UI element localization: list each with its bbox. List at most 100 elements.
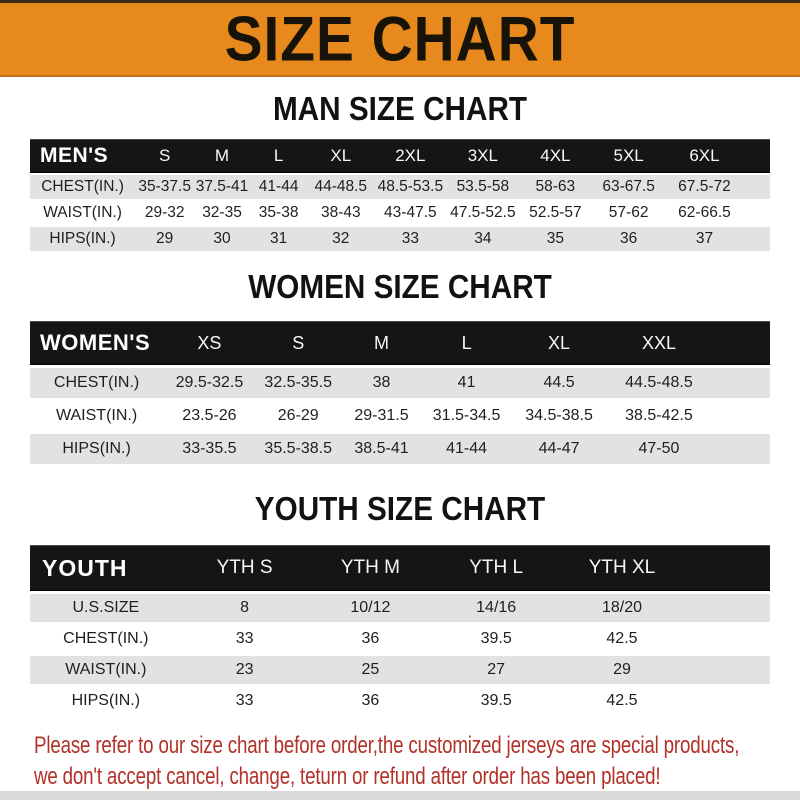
table-cell: 32 [307,227,375,251]
cell-filler [684,656,770,684]
table-cell: 42.5 [559,687,685,715]
women-size-table: WOMEN'S XS S M L XL XXL CHEST(IN.) 29.5-… [30,318,770,467]
table-cell: 41 [422,368,511,398]
column-header: YTH M [307,545,434,591]
row-label: WAIST(IN.) [30,401,164,431]
column-header: L [422,321,511,365]
table-cell: 29 [559,656,685,684]
table-cell: 30 [194,227,250,251]
table-cell: 44.5 [510,368,608,398]
table-cell: 38.5-41 [340,434,423,464]
table-cell: 35-38 [249,201,308,225]
table-cell: 33 [181,687,308,715]
column-header: 4XL [519,139,592,173]
table-cell: 10/12 [307,594,434,622]
table-cell: 62-66.5 [665,201,744,225]
cell-filler [743,201,770,225]
column-header: XL [307,139,375,173]
table-cell: 42.5 [559,625,685,653]
header-filler [710,321,770,365]
table-cell: 38.5-42.5 [607,401,711,431]
women-corner-label: WOMEN'S [30,321,164,365]
size-chart-banner: SIZE CHART [0,0,800,77]
table-row: U.S.SIZE 8 10/12 14/16 18/20 [30,594,770,622]
table-cell: 38-43 [307,201,375,225]
table-cell: 53.5-58 [446,175,520,199]
table-cell: 36 [591,227,666,251]
row-label: WAIST(IN.) [30,656,182,684]
table-row: CHEST(IN.) 29.5-32.5 32.5-35.5 38 41 44.… [30,368,770,398]
row-label: HIPS(IN.) [30,687,182,715]
table-cell: 33-35.5 [163,434,256,464]
table-cell: 41-44 [249,175,308,199]
table-cell: 33 [181,625,308,653]
column-header: S [255,321,341,365]
table-row: WAIST(IN.) 29-32 32-35 35-38 38-43 43-47… [30,201,770,225]
column-header: XXL [607,321,711,365]
table-cell: 25 [307,656,434,684]
table-cell: 29.5-32.5 [163,368,256,398]
table-cell: 29-32 [135,201,195,225]
column-header: S [135,139,195,173]
table-cell: 44-47 [510,434,608,464]
column-header: M [340,321,423,365]
row-label: CHEST(IN.) [30,175,136,199]
table-cell: 34.5-38.5 [510,401,608,431]
table-cell: 39.5 [433,625,560,653]
table-row: WAIST(IN.) 23 25 27 29 [30,656,770,684]
column-header: 6XL [665,139,744,173]
column-header: XS [163,321,256,365]
column-header: XL [510,321,608,365]
row-label: U.S.SIZE [30,594,182,622]
table-cell: 58-63 [519,175,592,199]
table-cell: 23 [181,656,308,684]
table-cell: 23.5-26 [163,401,256,431]
table-cell: 35-37.5 [135,175,195,199]
order-note-line2: we don't accept cancel, change, teturn o… [34,763,661,790]
men-size-table: MEN'S S M L XL 2XL 3XL 4XL 5XL 6XL CHEST… [30,137,770,253]
table-row: CHEST(IN.) 35-37.5 37.5-41 41-44 44-48.5… [30,175,770,199]
cell-filler [710,368,770,398]
row-label: CHEST(IN.) [30,368,164,398]
table-cell: 39.5 [433,687,560,715]
column-header: YTH XL [559,545,685,591]
cell-filler [743,175,770,199]
header-filler [684,545,770,591]
table-cell: 8 [181,594,308,622]
table-cell: 52.5-57 [519,201,592,225]
table-cell: 32.5-35.5 [255,368,341,398]
column-header: YTH S [181,545,308,591]
women-header-row: WOMEN'S XS S M L XL XXL [30,321,770,365]
cell-filler [743,227,770,251]
women-section-heading: WOMEN SIZE CHART [248,268,552,305]
row-label: WAIST(IN.) [30,201,136,225]
youth-section-heading: YOUTH SIZE CHART [254,490,546,527]
youth-corner-label: YOUTH [30,545,182,591]
table-cell: 33 [374,227,447,251]
cell-filler [710,434,770,464]
table-row: WAIST(IN.) 23.5-26 26-29 29-31.5 31.5-34… [30,401,770,431]
order-note: Please refer to our size chart before or… [0,730,800,792]
table-cell: 26-29 [255,401,341,431]
row-label: HIPS(IN.) [30,434,164,464]
table-cell: 38 [340,368,423,398]
table-cell: 18/20 [559,594,685,622]
youth-size-table: YOUTH YTH S YTH M YTH L YTH XL U.S.SIZE … [30,542,770,718]
banner-title: SIZE CHART [224,4,576,75]
men-section-heading: MAN SIZE CHART [272,90,528,127]
cell-filler [684,687,770,715]
table-cell: 47-50 [607,434,711,464]
table-cell: 63-67.5 [591,175,666,199]
table-cell: 27 [433,656,560,684]
table-cell: 14/16 [433,594,560,622]
men-header-row: MEN'S S M L XL 2XL 3XL 4XL 5XL 6XL [30,139,770,173]
cell-filler [684,594,770,622]
table-cell: 44.5-48.5 [607,368,711,398]
table-cell: 48.5-53.5 [374,175,447,199]
table-cell: 36 [307,687,434,715]
table-cell: 57-62 [591,201,666,225]
table-row: CHEST(IN.) 33 36 39.5 42.5 [30,625,770,653]
table-cell: 67.5-72 [665,175,744,199]
table-cell: 41-44 [422,434,511,464]
